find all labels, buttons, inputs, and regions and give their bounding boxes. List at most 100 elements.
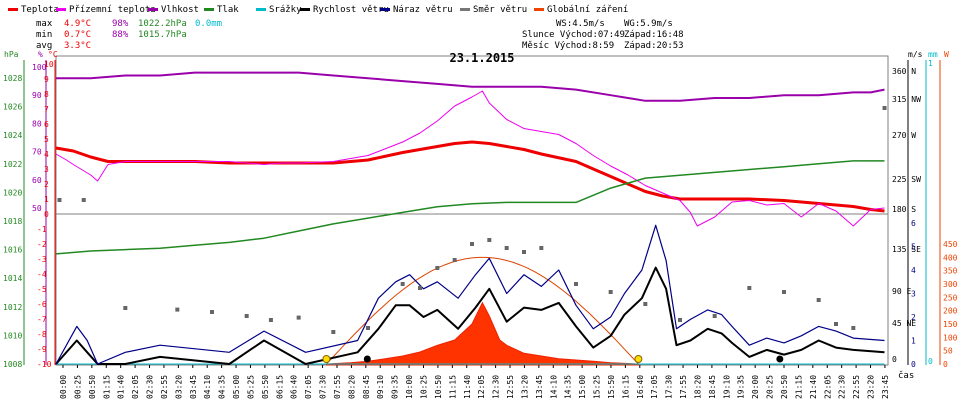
temp-tick: -8 <box>37 330 47 339</box>
x-tick-label: 05:00 <box>232 375 241 399</box>
plot-area <box>55 55 889 366</box>
x-tick-label: 17:30 <box>665 375 674 399</box>
legend-swatch <box>380 8 390 11</box>
sun-rise: Slunce Východ:07:49 <box>522 30 625 40</box>
wind-dir-point <box>851 326 856 330</box>
astro-block: WS:4.5m/s WG:5.9m/s Slunce Východ:07:49 … <box>522 19 684 51</box>
legend-swatch <box>204 8 214 11</box>
pct-tick: 80 <box>32 119 42 128</box>
sunset-marker <box>634 355 643 363</box>
ms-tick: 3 <box>911 290 916 299</box>
wm2-tick: 250 <box>943 293 958 302</box>
x-tick-label: 06:40 <box>290 375 299 399</box>
moon-set: Západ:20:53 <box>624 41 684 51</box>
axis-ms-label: m/s <box>908 50 923 59</box>
x-tick-label: 02:05 <box>131 375 140 399</box>
sunrise-marker <box>322 355 331 363</box>
x-tick-label: 03:45 <box>189 375 198 399</box>
temp-tick: -9 <box>37 345 47 354</box>
ms-tick: 1 <box>911 337 916 346</box>
x-tick-label: 04:35 <box>218 375 227 399</box>
wind-dir-point <box>747 286 752 290</box>
stat-max-press: 1022.2hPa <box>138 19 187 29</box>
temp-tick: 6 <box>44 120 49 129</box>
dir-tick: 135 SE <box>892 245 921 254</box>
wind-wg: WG:5.9m/s <box>624 19 673 29</box>
wind-dir-point <box>435 266 440 270</box>
wm2-tick: 300 <box>943 280 958 289</box>
x-tick-label: 11:40 <box>463 375 472 399</box>
legend-swatch <box>148 8 158 11</box>
hpa-tick: 1012 <box>3 303 22 312</box>
dir-tick: 0 <box>892 355 897 364</box>
hpa-tick: 1024 <box>3 131 22 140</box>
x-tick-label: 09:35 <box>391 375 400 399</box>
series-3 <box>55 160 885 255</box>
x-tick-label: 23:45 <box>881 375 890 399</box>
wind-dir-point <box>418 286 422 290</box>
temp-tick: 2 <box>44 180 49 189</box>
x-tick-label: 14:10 <box>549 375 558 399</box>
hpa-tick: 1010 <box>3 331 22 340</box>
x-tick-label: 10:50 <box>434 375 443 399</box>
temp-tick: 7 <box>44 105 49 114</box>
x-tick-label: 15:50 <box>607 375 616 399</box>
x-tick-label: 11:15 <box>448 375 457 399</box>
ms-tick: 2 <box>911 313 916 322</box>
wind-dir-point <box>608 290 613 294</box>
legend-swatch <box>534 8 544 11</box>
wind-ws: WS:4.5m/s <box>556 19 605 29</box>
wm2-tick: 150 <box>943 320 958 329</box>
x-tick-label: 02:30 <box>146 375 155 399</box>
temp-tick: 4 <box>44 150 49 159</box>
temp-tick: -6 <box>37 300 47 309</box>
axis-rain-label: mm <box>928 50 938 59</box>
wind-dir-point <box>487 238 492 242</box>
pct-tick: 50 <box>32 204 42 213</box>
ms-tick: 6 <box>911 219 916 228</box>
legend-label: Teplota <box>21 5 59 15</box>
wind-dir-point <box>643 302 648 306</box>
chart-title: 23.1.2015 <box>449 51 514 65</box>
x-tick-label: 07:30 <box>319 375 328 399</box>
x-tick-label: 04:10 <box>203 375 212 399</box>
hpa-tick: 1026 <box>3 103 22 112</box>
wind-dir-point <box>678 318 682 322</box>
stat-min-press: 1015.7hPa <box>138 30 187 40</box>
temp-tick: 3 <box>44 165 49 174</box>
stat-min-temp: 0.7°C <box>64 30 91 40</box>
stat-max-hum: 98% <box>112 19 129 29</box>
legend-label: Srážky <box>269 5 302 15</box>
axis-wm2-label: W <box>944 50 949 59</box>
x-tick-label: 02:55 <box>160 375 169 399</box>
legend-label: Rychlost větru <box>313 5 389 15</box>
wind-dir-point <box>782 290 786 294</box>
series-lines <box>55 71 885 365</box>
ms-tick: 4 <box>911 266 916 275</box>
x-tick-label: 00:00 <box>59 375 68 399</box>
hpa-tick: 1020 <box>3 188 22 197</box>
temp-tick: 5 <box>44 135 49 144</box>
ms-tick: 0 <box>911 360 916 369</box>
legend-label: Směr větru <box>473 5 527 15</box>
legend-swatch <box>300 8 310 11</box>
stat-max-rain: 0.0mm <box>195 19 222 29</box>
x-tick-label: 05:50 <box>261 375 270 399</box>
wind-dir-point <box>882 106 887 110</box>
sun-moon-markers <box>322 355 784 363</box>
x-tick-label: 20:50 <box>780 375 789 399</box>
wind-dir-point <box>244 314 249 318</box>
x-tick-label: 17:05 <box>650 375 659 399</box>
legend-label: Vlhkost <box>161 5 199 15</box>
sun-set: Západ:16:48 <box>624 30 684 40</box>
stat-max-label: max <box>36 19 53 29</box>
x-tick-label: 23:20 <box>867 375 876 399</box>
stat-min-hum: 88% <box>112 30 129 40</box>
temp-tick: -5 <box>37 285 47 294</box>
x-tick-label: 14:35 <box>564 375 573 399</box>
temp-tick: -10 <box>37 360 52 369</box>
wm2-tick: 0 <box>943 360 948 369</box>
legend-label: Náraz větru <box>393 5 453 15</box>
wind-dir-point <box>816 298 821 302</box>
